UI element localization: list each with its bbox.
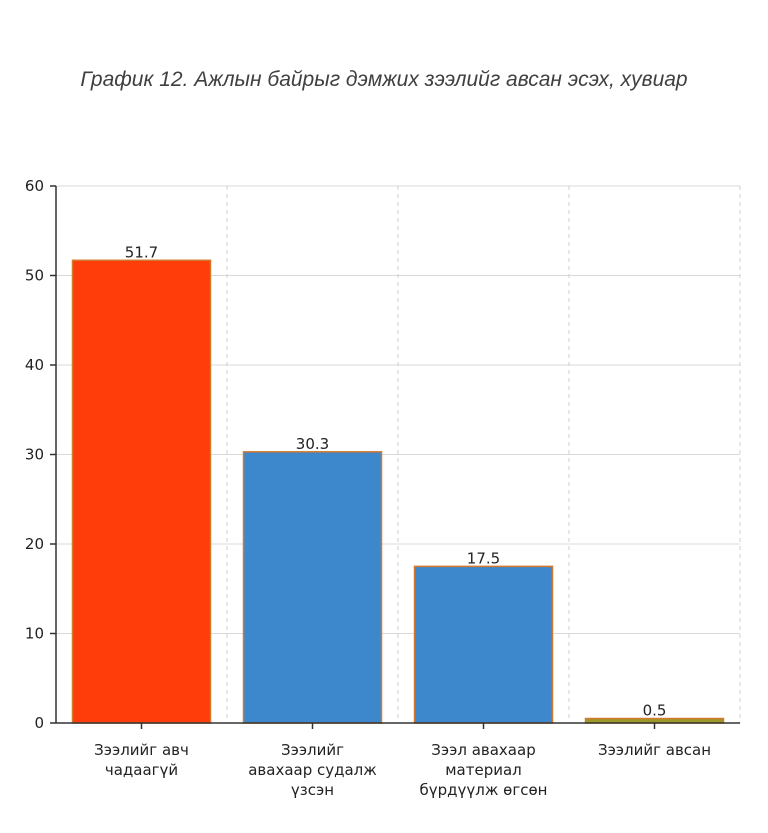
x-tick-label: материал (445, 761, 522, 779)
bar (71, 259, 212, 724)
x-tick-label: чадаагүй (105, 761, 178, 779)
y-tick-label: 60 (25, 177, 44, 195)
x-tick-label: үзсэн (291, 781, 334, 799)
data-label: 51.7 (125, 243, 158, 261)
y-tick-label: 20 (25, 535, 44, 553)
x-tick-label: Зээл авахаар (431, 741, 535, 759)
y-tick-label: 10 (25, 625, 44, 643)
data-label: 0.5 (643, 702, 667, 720)
x-tick-label: Зээлийг (281, 741, 344, 759)
y-tick-label: 30 (25, 446, 44, 464)
x-tick-label: Зээлийг авч (94, 741, 189, 759)
y-tick-label: 0 (34, 714, 44, 732)
y-tick-label: 50 (25, 267, 44, 285)
data-label: 30.3 (296, 435, 329, 453)
bar (413, 565, 554, 724)
x-tick-label: бүрдүүлж өгсөн (420, 781, 548, 799)
data-label: 17.5 (467, 549, 500, 567)
bar (242, 451, 383, 724)
x-tick-label: авахаар судалж (248, 761, 377, 779)
chart-title: График 12. Ажлын байрыг дэмжих зээлийг а… (80, 68, 688, 91)
x-tick-label: Зээлийг авсан (598, 741, 711, 759)
y-tick-label: 40 (25, 356, 44, 374)
